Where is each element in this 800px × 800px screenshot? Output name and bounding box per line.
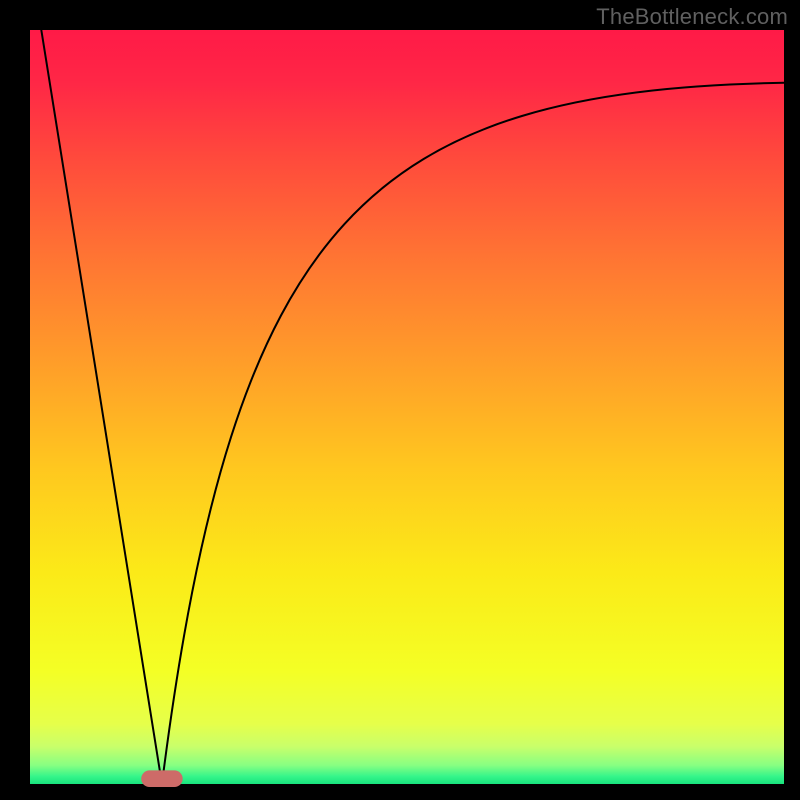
bottleneck-chart xyxy=(0,0,800,800)
optimal-range-marker xyxy=(141,770,182,787)
chart-container: TheBottleneck.com xyxy=(0,0,800,800)
watermark-text: TheBottleneck.com xyxy=(596,4,788,30)
